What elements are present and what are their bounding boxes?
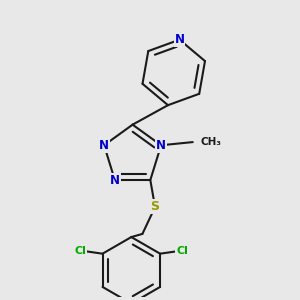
Text: N: N <box>156 139 166 152</box>
Text: N: N <box>110 174 120 187</box>
Text: S: S <box>151 200 160 214</box>
Text: CH₃: CH₃ <box>201 137 222 147</box>
Text: Cl: Cl <box>74 245 86 256</box>
Text: N: N <box>99 139 109 152</box>
Text: N: N <box>175 33 184 46</box>
Text: Cl: Cl <box>176 245 188 256</box>
